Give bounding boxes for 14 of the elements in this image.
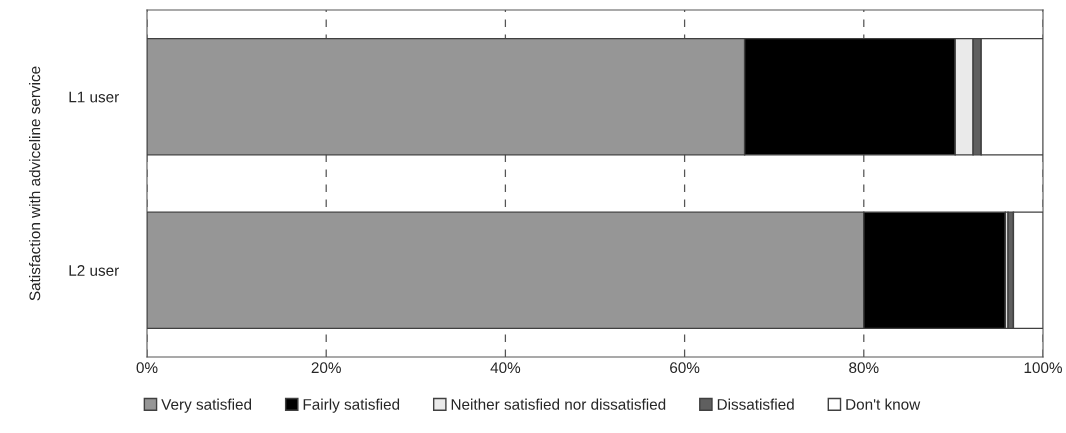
- x-tick-label: 0%: [136, 362, 158, 374]
- x-tick-label: 100%: [1024, 362, 1062, 374]
- legend-label: Dissatisfied: [717, 398, 794, 410]
- legend-label: Don't know: [846, 398, 921, 410]
- x-tick-label: 80%: [849, 362, 879, 374]
- legend-label: Very satisfied: [161, 398, 252, 413]
- y-axis-title: Satisfaction with adviceline service: [29, 66, 41, 301]
- legend-label: Fairly satisfied: [303, 398, 400, 413]
- legend-label: Neither satisfied nor dissatisfied: [451, 398, 666, 410]
- x-tick-label: 40%: [490, 362, 521, 374]
- y-tick-label: L2 user: [69, 265, 119, 276]
- y-tick-label: L1 user: [69, 91, 119, 103]
- x-tick-label: 60%: [670, 362, 700, 374]
- x-tick-label: 20%: [311, 362, 341, 374]
